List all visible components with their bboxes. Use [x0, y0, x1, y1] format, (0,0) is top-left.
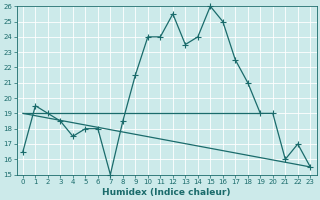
X-axis label: Humidex (Indice chaleur): Humidex (Indice chaleur)	[102, 188, 231, 197]
